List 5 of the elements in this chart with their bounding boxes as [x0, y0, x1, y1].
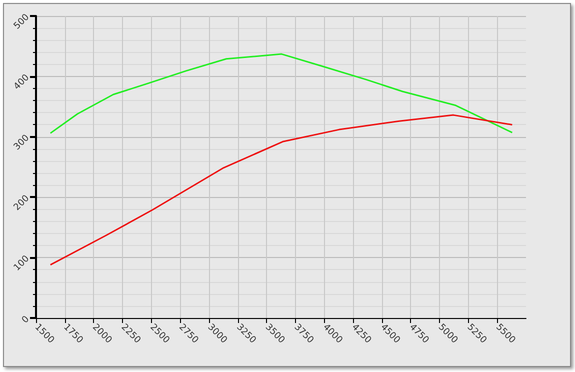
y-tick-label: 300: [12, 133, 32, 152]
y-tick-label: 400: [12, 72, 32, 92]
y-tick-label: 0: [20, 314, 32, 326]
y-tick-label: 100: [12, 254, 32, 274]
y-tick-label: 500: [12, 12, 32, 32]
